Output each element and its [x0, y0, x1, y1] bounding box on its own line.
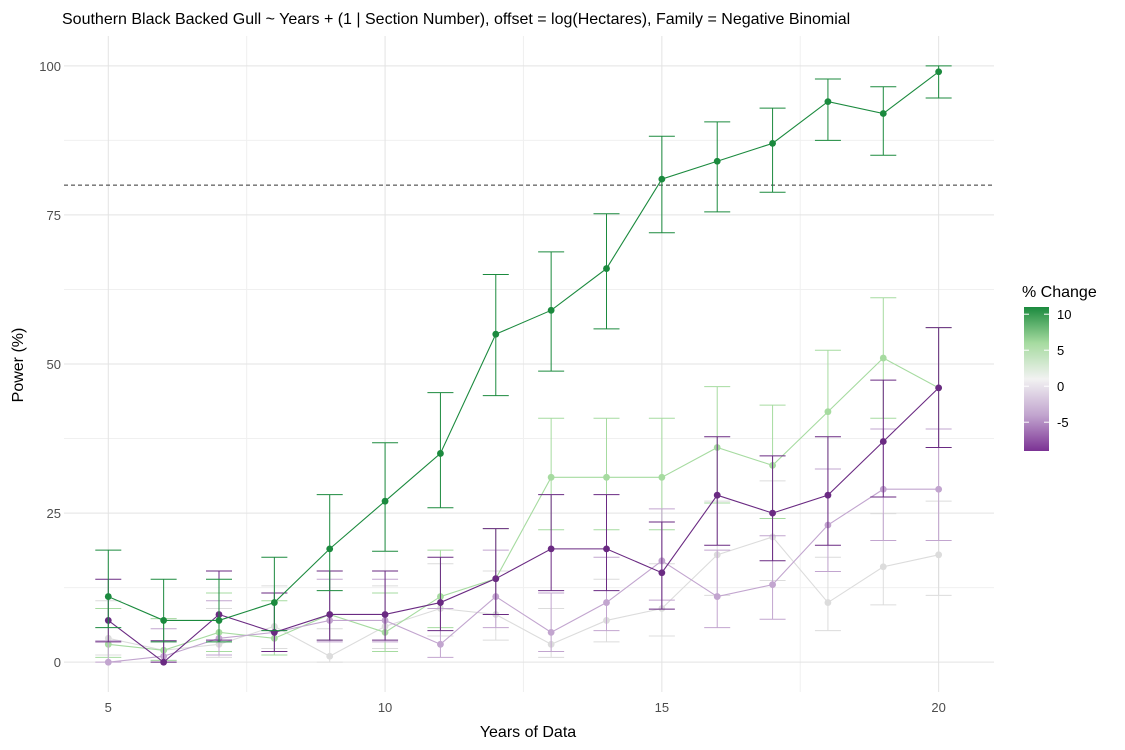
- series: [95, 65, 952, 643]
- series-group: [95, 65, 952, 666]
- data-point: [547, 306, 555, 314]
- data-point: [326, 652, 334, 660]
- data-point: [879, 110, 887, 117]
- data-point: [935, 68, 943, 76]
- data-point: [769, 581, 776, 589]
- x-tick-label: 5: [105, 700, 112, 715]
- data-point: [326, 545, 334, 553]
- data-point: [104, 593, 112, 600]
- data-point: [824, 599, 832, 606]
- y-axis-title: Power (%): [10, 328, 27, 403]
- y-tick-label: 50: [47, 357, 61, 372]
- legend-tick-label: 5: [1057, 343, 1064, 358]
- data-point: [879, 438, 887, 445]
- data-point: [437, 599, 444, 606]
- legend-tick-label: 0: [1057, 379, 1064, 394]
- data-point: [492, 330, 500, 338]
- data-point: [713, 157, 721, 165]
- plot-grid: [64, 36, 994, 692]
- data-point: [547, 473, 555, 481]
- data-point: [879, 354, 887, 362]
- data-point: [824, 408, 832, 416]
- x-tick-label: 15: [655, 700, 669, 715]
- data-point: [104, 658, 112, 666]
- data-point: [381, 497, 389, 505]
- series-line: [107, 387, 940, 663]
- legend-tick-label: -5: [1057, 415, 1069, 430]
- data-point: [437, 640, 444, 648]
- x-tick-label: 20: [931, 700, 945, 715]
- data-point: [603, 265, 610, 272]
- data-point: [603, 599, 610, 606]
- data-point: [215, 617, 223, 624]
- x-axis-title: Years of Data: [480, 724, 576, 741]
- chart-title: Southern Black Backed Gull ~ Years + (1 …: [62, 11, 850, 28]
- x-tick-label: 10: [378, 700, 392, 715]
- y-tick-label: 25: [47, 506, 61, 521]
- series-line: [108, 488, 939, 663]
- data-point: [160, 658, 168, 666]
- data-point: [713, 491, 721, 499]
- data-point: [769, 139, 776, 147]
- legend: % Change 10 5 0 -5: [1022, 284, 1097, 451]
- data-point: [547, 545, 555, 553]
- legend-ticks: 10 5 0 -5: [1024, 307, 1071, 430]
- data-point: [769, 509, 776, 517]
- data-point: [879, 563, 887, 571]
- data-point: [160, 617, 168, 624]
- y-axis-ticks: 0 25 50 75 100: [39, 59, 61, 670]
- data-point: [492, 575, 500, 583]
- legend-title: % Change: [1022, 284, 1097, 301]
- y-tick-label: 75: [47, 208, 61, 223]
- data-point: [603, 473, 610, 481]
- data-point: [935, 384, 943, 392]
- data-point: [713, 593, 721, 600]
- data-point: [935, 485, 943, 493]
- data-point: [603, 545, 610, 553]
- data-point: [658, 175, 666, 183]
- data-point: [824, 98, 832, 105]
- x-axis-ticks: 5 10 15 20: [105, 700, 946, 715]
- legend-tick-label: 10: [1057, 307, 1071, 322]
- data-point: [935, 551, 943, 559]
- data-point: [824, 491, 832, 499]
- data-point: [270, 599, 278, 606]
- data-point: [437, 450, 444, 457]
- data-point: [658, 569, 666, 577]
- data-point: [547, 628, 555, 636]
- legend-colorbar: [1024, 307, 1049, 451]
- y-tick-label: 100: [39, 59, 61, 74]
- data-point: [381, 611, 389, 618]
- data-point: [326, 611, 334, 618]
- data-point: [658, 473, 666, 481]
- y-tick-label: 0: [54, 655, 61, 670]
- series-line: [108, 71, 939, 621]
